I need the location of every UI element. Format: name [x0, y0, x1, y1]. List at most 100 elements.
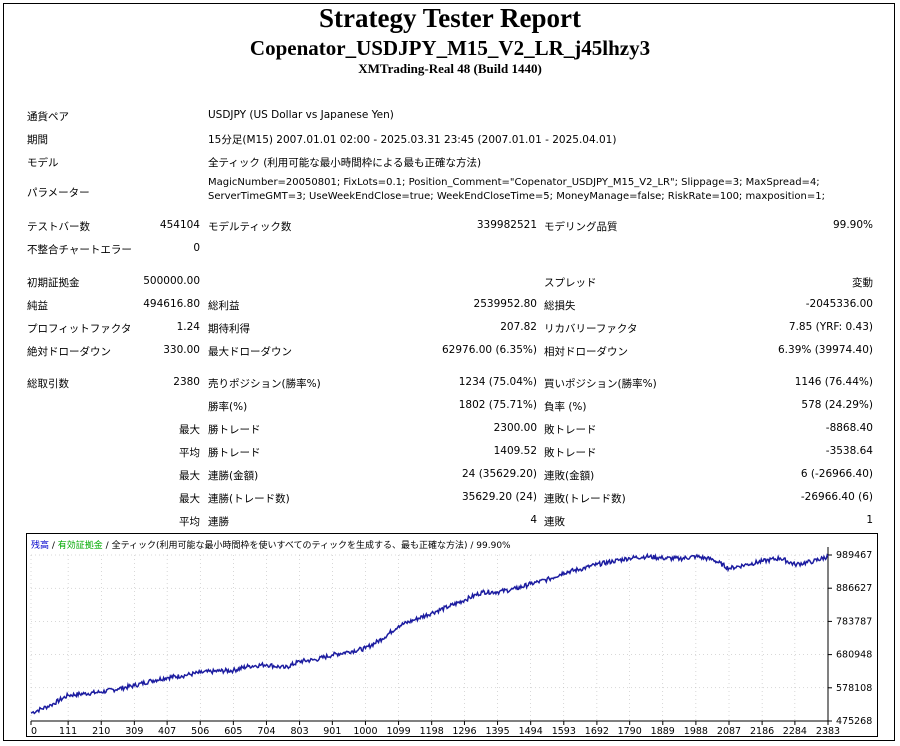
deposit-value: 500000.00 — [143, 275, 200, 287]
avg-prefix-2: 平均 — [179, 516, 200, 528]
x-tick-label: 1692 — [585, 726, 609, 737]
series-line-balance — [30, 552, 829, 715]
chart-axes — [31, 547, 829, 722]
expected-label: 期待利得 — [208, 323, 250, 335]
cons-wins-amt-value: 24 (35629.20) — [462, 468, 537, 480]
legend-model: 全ティック(利用可能な最小時間枠を使いすべてのティックを生成する、最も正確な方法… — [111, 541, 468, 551]
ticks-label: モデルティック数 — [208, 221, 292, 233]
x-tick-label: 704 — [257, 726, 275, 737]
x-tick-label: 1000 — [353, 726, 377, 737]
long-value: 1146 (76.44%) — [794, 376, 873, 388]
quality-value: 99.90% — [832, 219, 873, 231]
x-tick-label: 1296 — [452, 726, 476, 737]
avg-loss-value: -3538.64 — [825, 445, 873, 457]
legend-sep-3: / — [467, 541, 477, 551]
pf-value: 1.24 — [176, 321, 200, 333]
gross-profit-value: 2539952.80 — [473, 298, 537, 310]
y-tick-label: 578108 — [836, 683, 872, 694]
max-dd-value: 62976.00 (6.35%) — [442, 344, 537, 356]
rel-dd-value: 6.39% (39974.40) — [778, 344, 873, 356]
legend-balance: 残高 — [31, 541, 50, 551]
winrate-value: 1802 (75.71%) — [458, 399, 537, 411]
x-tick-label: 1889 — [651, 726, 675, 737]
legend-equity: 有効証拠金 — [57, 541, 103, 551]
bars-label: テストバー数 — [27, 221, 90, 233]
x-tick-label: 1198 — [420, 726, 444, 737]
x-tick-label: 0 — [31, 726, 37, 737]
period-label: 期間 — [27, 134, 48, 146]
y-tick-label: 680948 — [836, 650, 872, 661]
expected-value: 207.82 — [500, 321, 537, 333]
avg-cons-loss-label: 連敗 — [544, 516, 565, 528]
lossrate-label: 負率 (%) — [544, 401, 587, 413]
avg-cons-wins-value: 4 — [530, 514, 537, 526]
x-tick-label: 506 — [191, 726, 209, 737]
x-tick-label: 309 — [125, 726, 143, 737]
legend-quality: 99.90% — [476, 541, 511, 551]
report-title: Strategy Tester Report — [319, 3, 581, 33]
ticks-value: 339982521 — [476, 219, 537, 231]
model-label: モデル — [27, 157, 59, 169]
x-tick-label: 2087 — [717, 726, 741, 737]
balance-chart: 0 111 210 309 407 506 605 704 803 901 1000 1099 1198… — [26, 533, 878, 737]
report-frame — [3, 3, 895, 741]
pair-value: USDJPY (US Dollar vs Japanese Yen) — [208, 109, 394, 121]
max-loss-value: -8868.40 — [825, 422, 873, 434]
gross-loss-value: -2045336.00 — [805, 298, 873, 310]
x-tick-label: 210 — [92, 726, 110, 737]
y-tick-label: 989467 — [836, 550, 872, 561]
x-tick-label: 2383 — [816, 726, 840, 737]
avg-win-value: 1409.52 — [493, 445, 537, 457]
params-line-1: MagicNumber=20050801; FixLots=0.1; Posit… — [208, 177, 820, 188]
max-prefix-3: 最大 — [179, 493, 200, 505]
x-tick-label: 2284 — [783, 726, 807, 737]
y-tick-label: 783787 — [836, 616, 872, 627]
bars-value: 454104 — [159, 219, 200, 231]
cons-loss-amt-label: 連敗(金額) — [544, 470, 595, 482]
x-tick-labels: 0 111 210 309 407 506 605 704 803 901 1000 1099 1198… — [31, 726, 840, 737]
abs-dd-label: 絶対ドローダウン — [27, 346, 111, 358]
gross-profit-label: 総利益 — [208, 300, 240, 312]
cons-loss-cnt-label: 連敗(トレード数) — [544, 493, 626, 505]
abs-dd-value: 330.00 — [163, 344, 200, 356]
net-value: 494616.80 — [143, 298, 200, 310]
max-prefix-1: 最大 — [179, 424, 200, 436]
max-dd-label: 最大ドローダウン — [208, 346, 292, 358]
pair-label: 通貨ペア — [27, 111, 69, 123]
recovery-label: リカバリーファクタ — [544, 323, 638, 335]
recovery-value: 7.85 (YRF: 0.43) — [788, 321, 873, 333]
chart-legend: 残高 / 有効証拠金 / 全ティック(利用可能な最小時間枠を使いすべてのティック… — [31, 538, 511, 551]
x-tick-label: 1988 — [684, 726, 708, 737]
cons-wins-amt-label: 連勝(金額) — [208, 470, 259, 482]
cons-loss-cnt-value: -26966.40 (6) — [800, 491, 873, 503]
x-tick-label: 2186 — [750, 726, 774, 737]
max-win-value: 2300.00 — [493, 422, 537, 434]
x-tick-label: 1395 — [485, 726, 509, 737]
cons-loss-amt-value: 6 (-26966.40) — [800, 468, 873, 480]
x-tick-label: 1790 — [618, 726, 642, 737]
x-tick-label: 803 — [290, 726, 308, 737]
x-tick-label: 1494 — [519, 726, 543, 737]
params-line-2: ServerTimeGMT=3; UseWeekEndClose=true; W… — [208, 191, 825, 202]
short-label: 売りポジション(勝率%) — [208, 378, 321, 390]
long-label: 買いポジション(勝率%) — [544, 378, 657, 390]
avg-win-label: 勝トレード — [208, 447, 261, 459]
y-tick-label: 886627 — [836, 583, 872, 594]
avg-loss-label: 敗トレード — [544, 447, 597, 459]
spread-label: スプレッド — [544, 277, 597, 289]
legend-sep-2: / — [102, 541, 112, 551]
y-tick-labels: 989467 886627 783787 680948 578108 475268 — [836, 550, 872, 727]
x-tick-label: 605 — [224, 726, 242, 737]
y-tick-label: 475268 — [836, 716, 872, 727]
x-tick-label: 407 — [158, 726, 176, 737]
report-subtitle: Copenator_USDJPY_M15_V2_LR_j45lhzy3 — [249, 36, 651, 60]
errors-label: 不整合チャートエラー — [27, 244, 132, 256]
max-win-label: 勝トレード — [208, 424, 261, 436]
avg-cons-wins-label: 連勝 — [208, 516, 229, 528]
max-prefix-2: 最大 — [179, 470, 200, 482]
cons-wins-cnt-value: 35629.20 (24) — [462, 491, 537, 503]
errors-value: 0 — [193, 242, 200, 254]
quality-label: モデリング品質 — [544, 221, 618, 233]
max-loss-label: 敗トレード — [544, 424, 597, 436]
trades-label: 総取引数 — [27, 378, 69, 390]
